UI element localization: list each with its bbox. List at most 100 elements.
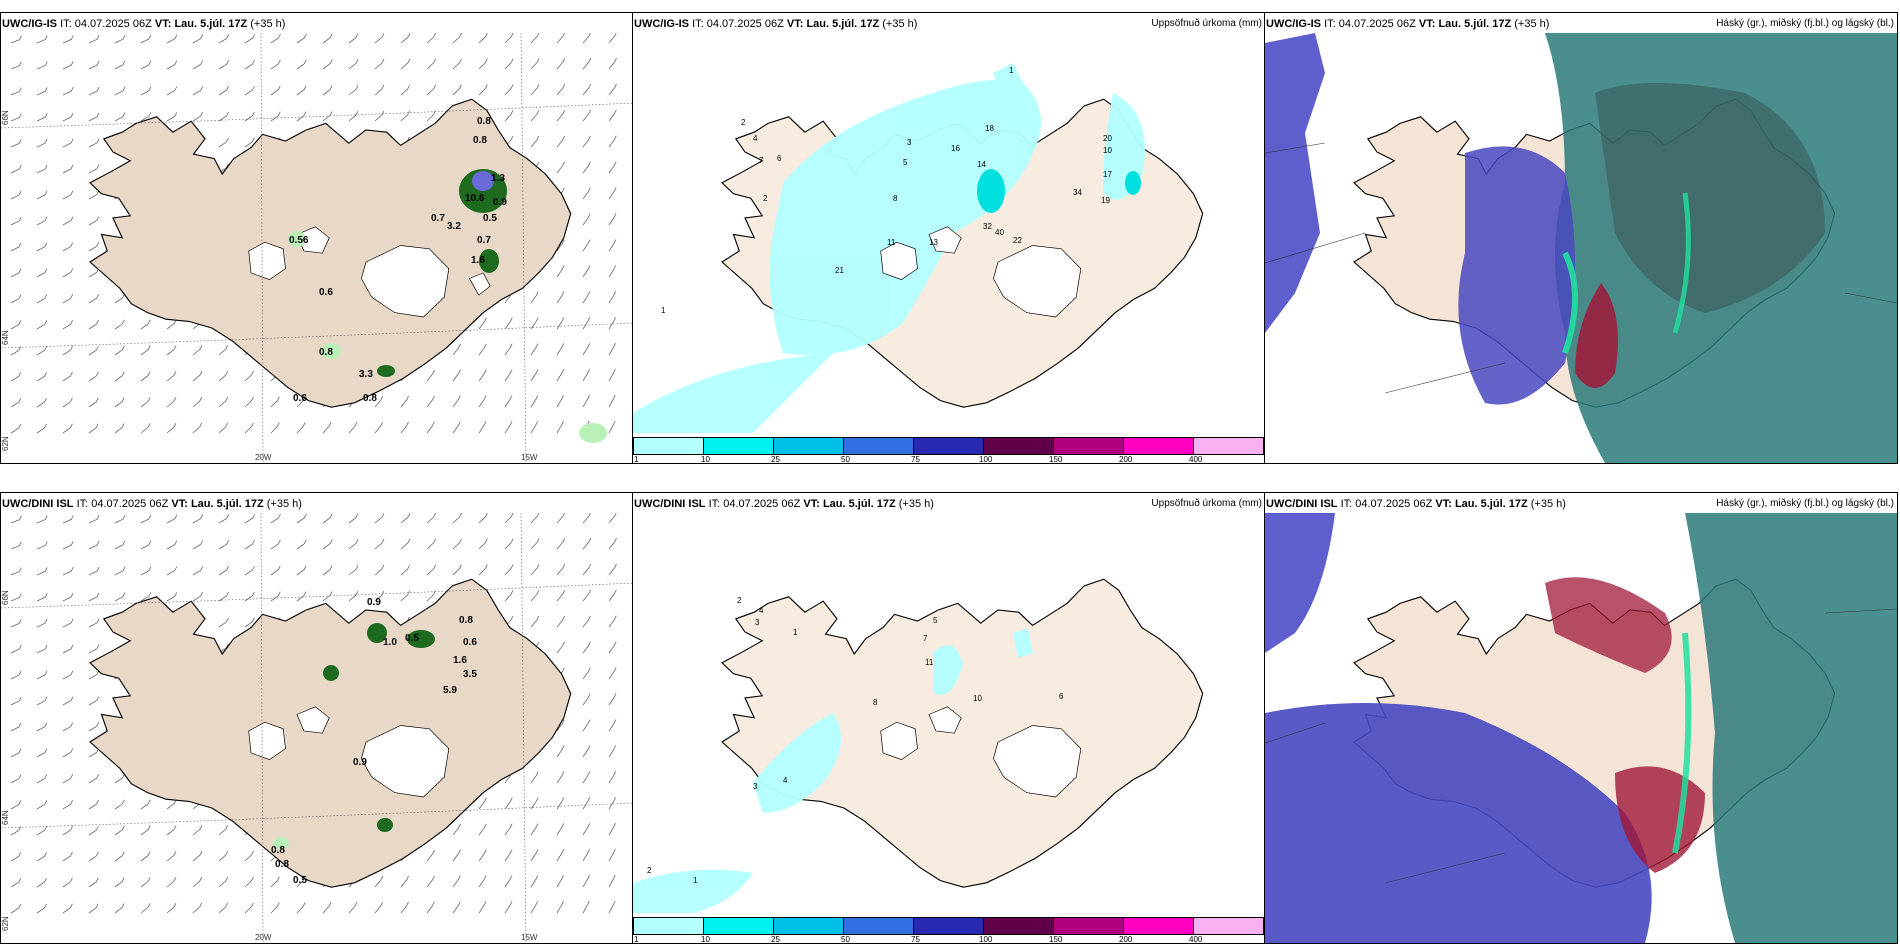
wind-barb: [166, 903, 177, 914]
value-label: 0.9: [493, 197, 507, 208]
wind-barb: [582, 395, 590, 408]
wind-barb: [400, 58, 411, 70]
wind-barb: [582, 745, 591, 758]
wind-barb: [218, 540, 229, 550]
wind-barb: [36, 423, 47, 434]
wind-barb: [322, 591, 333, 602]
colorbar-swatch: [774, 438, 844, 454]
wind-barb: [504, 513, 514, 524]
wind-barb: [400, 538, 411, 550]
wind-barb: [62, 164, 74, 174]
wind-barb: [374, 84, 385, 96]
wind-barb: [62, 644, 74, 654]
wind-barb: [88, 540, 100, 550]
wind-barb: [426, 33, 437, 44]
wind-barb: [556, 33, 566, 44]
wind-barb: [348, 59, 359, 70]
value-label: 0.9: [353, 757, 367, 768]
wind-barb: [114, 112, 126, 122]
lat-label: 66N: [1, 590, 10, 605]
wind-barb: [140, 34, 152, 44]
colorbar-swatch: [984, 918, 1054, 934]
wind-barb: [582, 563, 592, 576]
colorbar-swatch: [704, 918, 774, 934]
wind-barb: [478, 823, 487, 836]
wind-barb: [244, 514, 255, 524]
colorbar-swatch: [1194, 918, 1263, 934]
low-cloud-south: [1265, 703, 1652, 943]
wind-barb: [582, 369, 590, 382]
value-label: 0.8: [275, 859, 289, 870]
wind-barb: [10, 139, 22, 148]
wind-barb: [10, 268, 22, 278]
wind-barb: [452, 343, 461, 356]
wind-barb: [504, 538, 514, 550]
wind-barb: [36, 87, 48, 96]
panel-header: UWC/DINI ISL IT: 04.07.2025 06Z VT: Lau.…: [1266, 498, 1566, 510]
wind-barb: [296, 422, 306, 434]
wind-barb: [218, 34, 230, 44]
wind-barb: [62, 851, 73, 862]
wind-barb: [36, 515, 48, 524]
wind-barb: [608, 823, 616, 836]
wind-barb: [452, 33, 462, 44]
wind-barb: [166, 86, 178, 96]
wind-barb: [88, 268, 100, 278]
precip-cells: [288, 169, 607, 443]
wind-barb: [114, 903, 125, 914]
wind-barb: [192, 514, 204, 524]
wind-barb: [10, 904, 21, 914]
wind-map: 0.9 0.8 1.0 0.5 0.6 1.6 3.5 5.9 0.9 0.8 …: [1, 513, 633, 943]
wind-barb: [296, 59, 307, 70]
wind-barb: [504, 901, 513, 914]
wind-barb: [88, 86, 100, 96]
colorbar-swatch: [634, 438, 704, 454]
wind-barb: [88, 345, 99, 356]
value-label: 1: [693, 876, 698, 885]
wind-barb: [244, 396, 254, 408]
wind-barb: [530, 797, 539, 810]
wind-barb: [478, 797, 487, 810]
value-label: 4: [759, 606, 764, 615]
wind-barb: [556, 849, 565, 862]
wind-barb: [556, 161, 565, 174]
wind-barb: [88, 216, 100, 226]
wind-barb: [608, 343, 616, 356]
wind-barb: [426, 590, 436, 602]
colorbar-tick: 25: [771, 935, 780, 944]
wind-barb: [530, 33, 540, 44]
wind-barb: [296, 539, 307, 550]
value-label: 22: [1013, 236, 1022, 245]
wind-barb: [504, 84, 514, 96]
wind-barb: [192, 112, 203, 122]
value-label: 40: [995, 228, 1004, 237]
wind-barb: [478, 875, 487, 888]
wind-barb: [296, 513, 307, 524]
wind-barb: [322, 902, 332, 914]
colorbar-tick: 50: [841, 455, 850, 464]
wind-barb: [270, 33, 281, 44]
wind-barb: [140, 592, 152, 602]
lon-label: 20W: [255, 933, 272, 942]
value-label: 1.0: [383, 637, 397, 648]
wind-barb: [244, 565, 255, 576]
wind-barb: [36, 644, 48, 654]
wind-barb: [218, 514, 230, 524]
wind-barb: [218, 137, 229, 148]
wind-barb: [140, 112, 152, 122]
colorbar-swatch: [1054, 438, 1124, 454]
wind-barb: [556, 265, 565, 278]
wind-barb: [140, 60, 152, 70]
wind-barb: [582, 823, 591, 836]
wind-barb: [374, 539, 385, 550]
value-label: 2: [741, 118, 746, 127]
wind-barb: [478, 513, 488, 524]
wind-barb: [62, 138, 74, 148]
wind-barb: [62, 268, 74, 278]
wind-barb: [504, 317, 513, 330]
wind-barb: [36, 346, 48, 356]
panel-title: Uppsöfnuð úrkoma (mm): [1151, 498, 1262, 509]
wind-barb: [36, 397, 47, 408]
value-label: 0.7: [477, 235, 491, 246]
wind-barb: [348, 539, 359, 550]
